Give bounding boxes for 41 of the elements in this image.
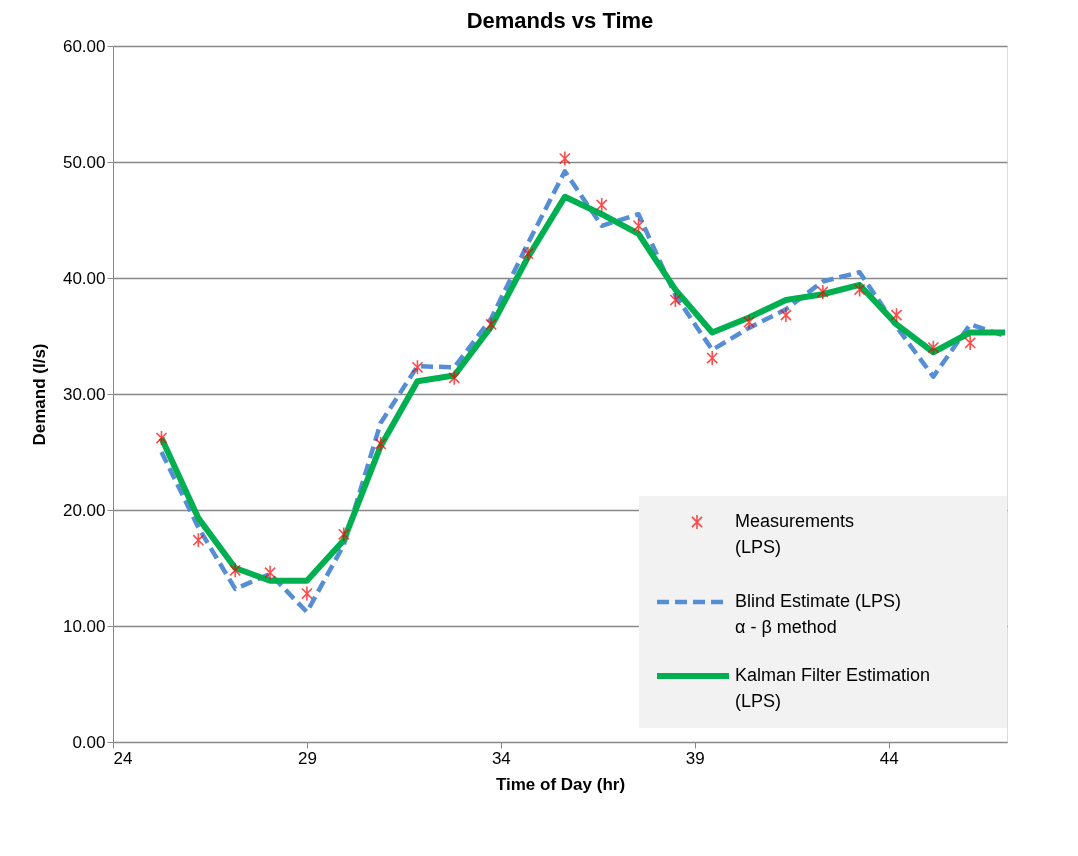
point [192,532,205,548]
point [155,430,168,446]
x-tick-label: 44 [879,748,899,768]
point [632,218,645,234]
y-tick-label: 30.00 [62,384,106,404]
point [927,339,940,356]
y-axis-title: Demand (l/s) [29,343,49,446]
x-axis-title: Time of Day (hr) [495,774,626,794]
point [743,314,755,330]
point [706,350,719,366]
point [780,307,792,323]
point [301,585,313,602]
point [890,307,903,323]
legend-label: Kalman Filter Estimation (LPS) [735,665,931,711]
y-tick-label: 60.00 [62,36,106,56]
point [229,562,242,579]
point [485,316,498,333]
y-tick-label: 20.00 [62,500,106,520]
point [595,197,608,213]
point [448,370,461,386]
x-tick-label: 39 [685,748,705,768]
point [964,335,977,351]
y-tick-label: 50.00 [62,152,106,172]
point [264,564,276,581]
point [374,436,387,452]
point [522,245,534,262]
y-tick-label: 10.00 [62,616,106,636]
point [558,150,571,167]
legend-label: Blind Estimate (LPS) α - β method [735,591,902,637]
point [669,292,682,308]
chart-title: Demands vs Time [466,8,654,33]
x-tick-label: 24 [113,748,133,768]
legend-label: Measurements (LPS) [735,511,855,557]
point [337,526,350,543]
y-tick-label: 40.00 [62,268,106,288]
x-tick-label: 34 [491,748,511,768]
x-tick-label: 29 [297,748,317,768]
point [853,281,866,298]
point [411,359,424,376]
y-tick-label: 0.00 [72,732,106,752]
point [816,284,829,300]
